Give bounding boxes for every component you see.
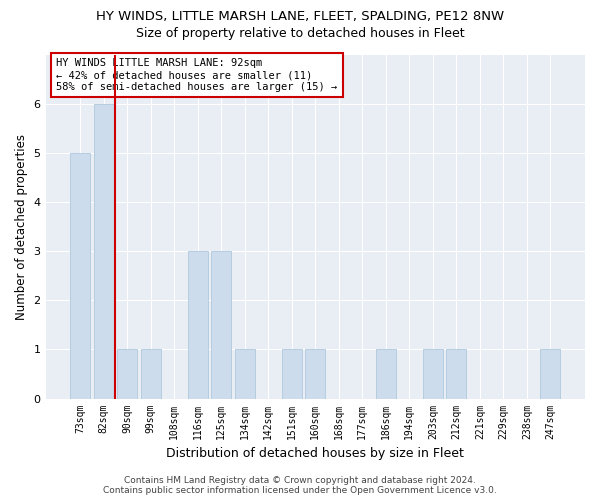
Bar xyxy=(94,104,113,399)
Text: HY WINDS LITTLE MARSH LANE: 92sqm
← 42% of detached houses are smaller (11)
58% : HY WINDS LITTLE MARSH LANE: 92sqm ← 42% … xyxy=(56,58,338,92)
Text: Size of property relative to detached houses in Fleet: Size of property relative to detached ho… xyxy=(136,28,464,40)
Text: Contains HM Land Registry data © Crown copyright and database right 2024.
Contai: Contains HM Land Registry data © Crown c… xyxy=(103,476,497,495)
Bar xyxy=(423,350,443,399)
Bar xyxy=(211,252,231,398)
Bar xyxy=(541,350,560,399)
Bar xyxy=(376,350,396,399)
Bar xyxy=(446,350,466,399)
Bar xyxy=(305,350,325,399)
Bar xyxy=(140,350,161,399)
Bar xyxy=(117,350,137,399)
Text: HY WINDS, LITTLE MARSH LANE, FLEET, SPALDING, PE12 8NW: HY WINDS, LITTLE MARSH LANE, FLEET, SPAL… xyxy=(96,10,504,23)
Bar xyxy=(188,252,208,398)
Y-axis label: Number of detached properties: Number of detached properties xyxy=(15,134,28,320)
X-axis label: Distribution of detached houses by size in Fleet: Distribution of detached houses by size … xyxy=(166,447,464,460)
Bar xyxy=(282,350,302,399)
Bar xyxy=(70,153,90,398)
Bar xyxy=(235,350,255,399)
